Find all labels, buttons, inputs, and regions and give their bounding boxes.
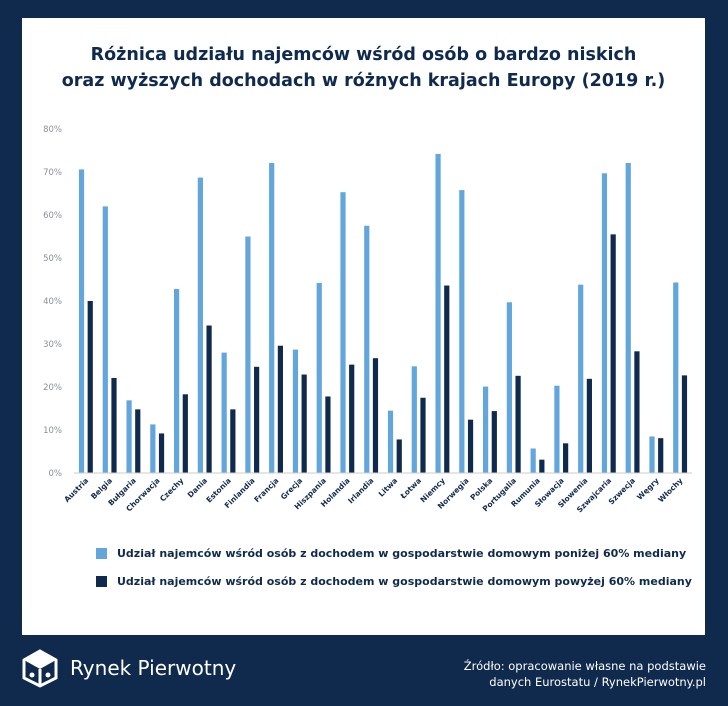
bar-above-median — [396, 439, 402, 473]
bar-below-median — [649, 436, 655, 473]
bar-above-median — [349, 364, 355, 473]
bar-below-median — [126, 400, 132, 473]
bars — [78, 153, 688, 474]
bar-below-median — [673, 282, 679, 473]
bar-below-median — [411, 366, 417, 473]
legend-item-above-median: Udział najemców wśród osób z dochodem w … — [96, 575, 692, 588]
y-tick-label: 70% — [43, 168, 62, 178]
bar-above-median — [301, 374, 307, 473]
bar-above-median — [372, 358, 379, 473]
bar-below-median — [625, 162, 631, 473]
source-line-1: Źródło: opracowanie własne na podstawie — [463, 659, 706, 673]
x-tick-label: Litwa — [377, 476, 400, 499]
legend-swatch-light — [96, 548, 107, 559]
source-line-2: danych Eurostatu / RynekPierwotny.pl — [489, 675, 706, 689]
bar-below-median — [316, 282, 322, 473]
y-axis: 0% 10% 20% 30% 40% 50% 60% 70% 80% — [43, 125, 62, 479]
bar-below-median — [483, 386, 489, 473]
bar-above-median — [491, 411, 497, 473]
legend-label-below-median: Udział najemców wśród osób z dochodem w … — [117, 547, 687, 560]
bar-above-median — [254, 366, 260, 473]
y-tick-label: 20% — [43, 383, 62, 393]
cube-logo-icon — [22, 649, 58, 688]
bar-below-median — [245, 236, 251, 473]
bar-above-median — [444, 285, 450, 473]
bar-below-median — [221, 352, 227, 473]
bar-above-median — [135, 409, 141, 473]
bar-above-median — [206, 325, 212, 473]
bar-above-median — [539, 459, 545, 473]
chart-title-line-2: oraz wyższych dochodach w różnych krajac… — [61, 71, 666, 91]
bar-below-median — [601, 173, 608, 474]
bar-below-median — [150, 424, 156, 473]
bar-below-median — [459, 190, 465, 473]
source-note: Źródło: opracowanie własne na podstawie … — [464, 658, 706, 690]
bar-above-median — [681, 375, 688, 473]
bar-above-median — [515, 375, 521, 473]
bar-above-median — [158, 433, 165, 473]
bar-below-median — [554, 385, 560, 473]
bar-above-median — [230, 409, 236, 473]
x-tick-label: Irlandia — [346, 476, 375, 505]
bar-below-median — [102, 206, 108, 473]
y-tick-label: 60% — [43, 211, 62, 221]
bar-above-median — [610, 234, 616, 473]
bar-above-median — [182, 394, 188, 473]
chart-card: Różnica udziału najemców wśród osób o ba… — [22, 18, 705, 635]
bar-above-median — [634, 351, 640, 473]
bar-above-median — [563, 443, 569, 473]
bar-below-median — [197, 177, 203, 473]
legend-item-below-median: Udział najemców wśród osób z dochodem w … — [96, 547, 686, 560]
bar-below-median — [530, 448, 536, 473]
bar-below-median — [578, 284, 584, 473]
bar-below-median — [435, 153, 441, 473]
y-tick-label: 80% — [43, 125, 62, 135]
bar-above-median — [325, 396, 331, 473]
bar-below-median — [340, 192, 346, 473]
y-tick-label: 0% — [49, 469, 63, 479]
bar-above-median — [658, 438, 664, 473]
y-tick-label: 40% — [43, 297, 62, 307]
bar-below-median — [78, 169, 85, 474]
y-tick-label: 30% — [43, 340, 62, 350]
bar-below-median — [292, 349, 299, 473]
bar-below-median — [506, 302, 512, 473]
bar-above-median — [467, 419, 474, 473]
chart-title: Różnica udziału najemców wśród osób o ba… — [22, 42, 705, 94]
bar-above-median — [87, 301, 93, 473]
x-tick-label: Włochy — [656, 476, 684, 504]
legend-swatch-dark — [96, 576, 107, 587]
bar-above-median — [111, 377, 117, 473]
brand-name: Rynek Pierwotny — [70, 656, 237, 680]
bar-above-median — [586, 378, 592, 473]
x-tick-label: Czechy — [158, 476, 185, 503]
brand-logo[interactable]: Rynek Pierwotny — [20, 648, 236, 688]
bar-below-median — [174, 288, 180, 473]
x-tick-label: Austria — [62, 476, 90, 504]
chart-title-line-1: Różnica udziału najemców wśród osób o ba… — [90, 45, 637, 65]
bar-below-median — [364, 225, 370, 473]
legend-label-above-median: Udział najemców wśród osób z dochodem w … — [117, 575, 692, 588]
bar-above-median — [420, 397, 426, 473]
bar-below-median — [387, 410, 394, 473]
y-tick-label: 10% — [43, 426, 62, 436]
y-tick-label: 50% — [43, 254, 62, 264]
x-tick-label: Francja — [252, 476, 280, 504]
bar-below-median — [269, 162, 275, 473]
bar-above-median — [277, 345, 283, 473]
bar-chart: 0% 10% 20% 30% 40% 50% 60% 70% 80% AustriaBelgia… — [43, 125, 692, 514]
